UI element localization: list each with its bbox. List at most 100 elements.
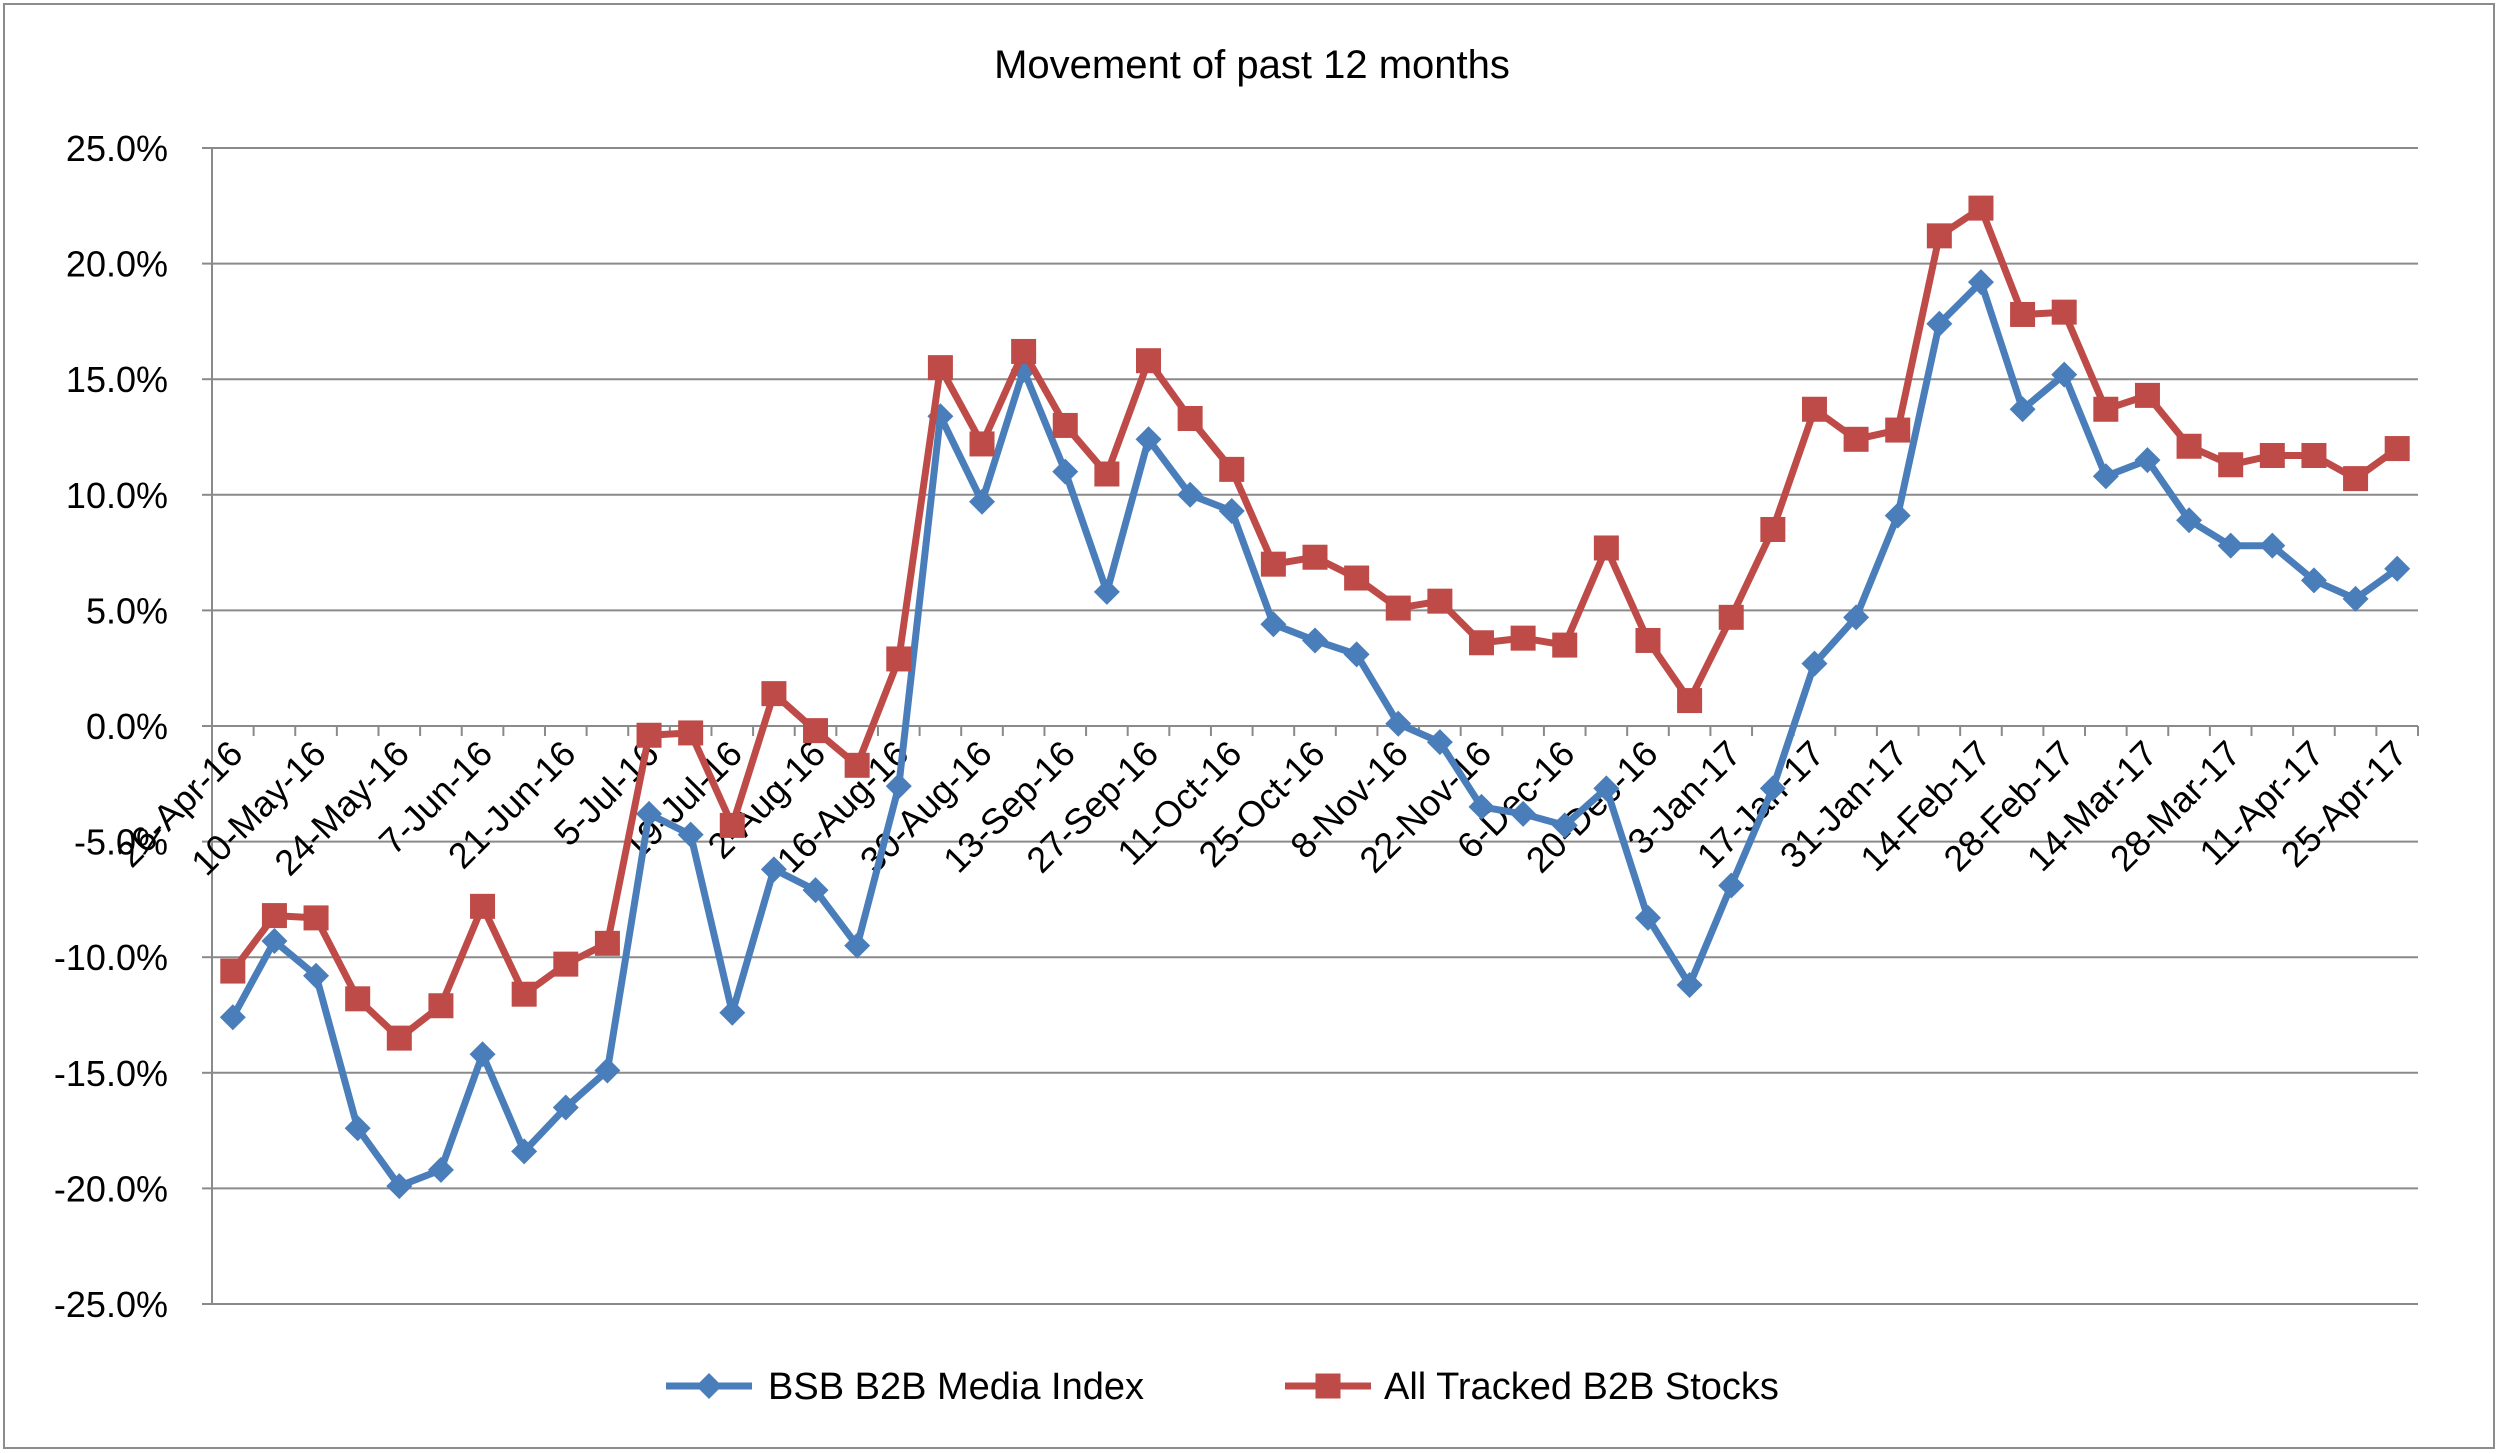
data-point xyxy=(1843,426,1869,452)
legend-label: BSB B2B Media Index xyxy=(768,1366,1144,1408)
data-point xyxy=(1302,627,1328,654)
series-diamond xyxy=(219,269,2411,1200)
data-point xyxy=(1260,611,1287,638)
data-point xyxy=(1052,458,1079,485)
y-tick-label: -5.0% xyxy=(74,822,168,863)
data-point xyxy=(2093,396,2119,422)
y-tick-label: 10.0% xyxy=(66,475,168,516)
legend-item: BSB B2B Media Index xyxy=(666,1366,1144,1408)
y-tick-label: -25.0% xyxy=(54,1284,168,1325)
data-point xyxy=(2051,299,2077,325)
data-point xyxy=(386,1173,413,1200)
data-point xyxy=(2384,436,2410,462)
data-point xyxy=(677,821,704,848)
data-point xyxy=(2301,442,2327,468)
legend-item: All Tracked B2B Stocks xyxy=(1285,1366,1779,1408)
data-point xyxy=(1593,535,1619,561)
data-point xyxy=(386,1025,412,1051)
data-point xyxy=(1011,338,1037,364)
legend: BSB B2B Media Index All Tracked B2B Stock… xyxy=(666,1366,1779,1408)
data-point xyxy=(1177,481,1204,508)
data-point xyxy=(1343,641,1370,668)
data-point xyxy=(2092,463,2119,490)
data-point xyxy=(428,993,454,1019)
data-point xyxy=(427,1156,454,1183)
x-axis-tick-labels: 26-Apr-1610-May-1624-May-167-Jun-1621-Ju… xyxy=(108,733,2415,884)
data-point xyxy=(469,1041,496,1068)
y-tick-label: 5.0% xyxy=(86,590,168,631)
data-point xyxy=(1315,1373,1341,1399)
data-point xyxy=(886,646,912,672)
data-point xyxy=(1801,396,1827,422)
data-point xyxy=(927,355,953,381)
data-point xyxy=(1634,904,1661,931)
data-point xyxy=(1593,775,1620,802)
data-point xyxy=(969,488,996,515)
chart-title: Movement of past 12 months xyxy=(994,43,1510,87)
data-point xyxy=(719,812,745,838)
y-tick-label: 0.0% xyxy=(86,706,168,747)
legend-label: All Tracked B2B Stocks xyxy=(1384,1366,1779,1408)
data-point xyxy=(719,999,746,1026)
data-point xyxy=(2010,301,2036,327)
data-point xyxy=(2384,555,2411,582)
data-point xyxy=(511,1138,538,1165)
data-point xyxy=(1885,417,1911,443)
data-point xyxy=(696,1373,722,1399)
data-point xyxy=(844,752,870,778)
data-point xyxy=(1677,688,1703,714)
data-point xyxy=(678,720,704,746)
data-point xyxy=(1218,497,1245,524)
data-point xyxy=(261,903,287,929)
data-point xyxy=(1552,632,1578,658)
data-point xyxy=(303,962,330,989)
data-point xyxy=(2176,507,2203,534)
y-tick-label: 20.0% xyxy=(66,244,168,285)
data-point xyxy=(760,856,787,883)
y-tick-label: -15.0% xyxy=(54,1053,168,1094)
series-line xyxy=(229,278,2400,1190)
data-point xyxy=(1468,630,1494,656)
data-point xyxy=(1760,516,1786,542)
data-point xyxy=(803,718,829,744)
data-point xyxy=(1093,578,1120,605)
data-point xyxy=(1136,348,1162,374)
data-point xyxy=(1260,551,1286,577)
data-point xyxy=(1884,502,1911,529)
data-point xyxy=(969,431,995,457)
data-point xyxy=(1551,812,1578,839)
series-lines xyxy=(219,195,2411,1200)
data-point xyxy=(1968,195,1994,221)
data-point xyxy=(470,893,496,919)
gridlines xyxy=(202,147,2418,1305)
data-point xyxy=(552,1094,579,1121)
data-point xyxy=(261,928,288,955)
data-point xyxy=(2176,433,2202,459)
data-point xyxy=(2217,532,2244,559)
data-point xyxy=(1510,625,1536,651)
data-point xyxy=(1219,456,1245,482)
data-point xyxy=(345,986,371,1012)
data-point xyxy=(2218,452,2244,478)
y-tick-label: 25.0% xyxy=(66,128,168,169)
data-point xyxy=(2134,382,2160,408)
data-point xyxy=(1843,604,1870,631)
data-point xyxy=(1177,406,1203,432)
data-point xyxy=(1676,971,1703,998)
data-point xyxy=(802,877,829,904)
series-square xyxy=(220,195,2410,1051)
axes xyxy=(211,148,2419,1304)
data-point xyxy=(594,930,620,956)
data-point xyxy=(2342,585,2369,612)
data-point xyxy=(1344,565,1370,591)
data-point xyxy=(2259,442,2285,468)
data-point xyxy=(220,958,246,984)
data-point xyxy=(1302,544,1328,570)
data-point xyxy=(1427,588,1453,614)
data-point xyxy=(1801,650,1828,677)
y-tick-label: 15.0% xyxy=(66,359,168,400)
data-point xyxy=(2300,567,2327,594)
data-point xyxy=(219,1004,246,1031)
series-line xyxy=(229,204,2400,1042)
